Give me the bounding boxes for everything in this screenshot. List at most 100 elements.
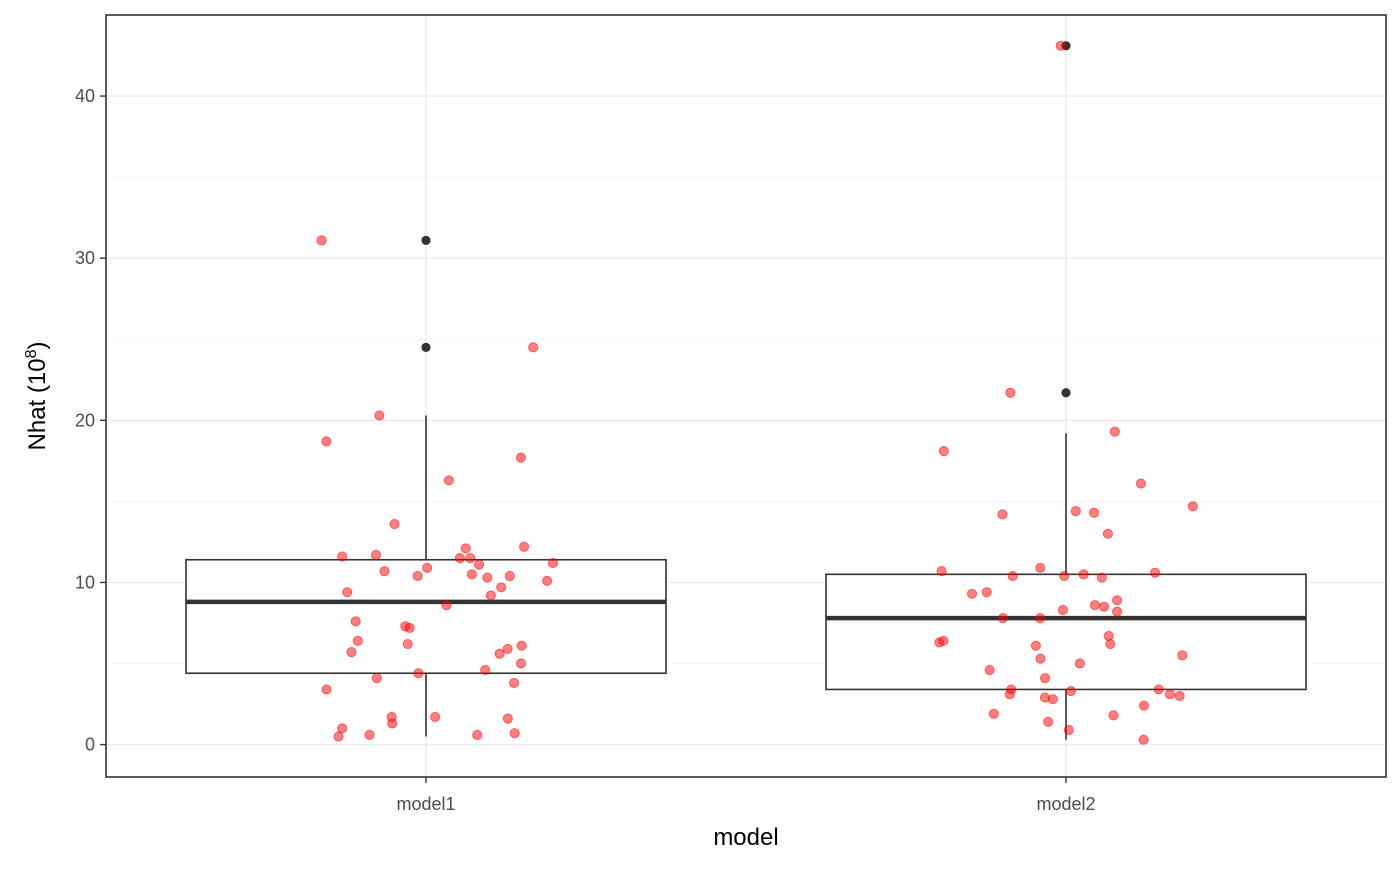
y-tick-label: 40	[75, 86, 95, 106]
data-point	[321, 684, 332, 695]
data-point	[1005, 387, 1016, 398]
data-point	[342, 587, 353, 598]
data-point	[1065, 685, 1077, 697]
data-point	[371, 673, 382, 684]
data-point	[1164, 689, 1176, 700]
data-point	[413, 668, 424, 679]
data-point	[1078, 569, 1089, 580]
data-point	[1174, 690, 1185, 702]
data-point	[1004, 689, 1015, 700]
data-point	[441, 600, 452, 611]
data-point	[1070, 506, 1081, 517]
data-point	[515, 658, 527, 669]
data-point	[1138, 734, 1149, 745]
data-point	[1007, 570, 1018, 582]
data-point	[938, 635, 949, 646]
x-axis-title: model	[713, 824, 778, 851]
data-point	[518, 541, 530, 552]
data-point	[1096, 572, 1107, 583]
data-point	[370, 549, 382, 560]
data-point	[1138, 700, 1150, 711]
box-iqr	[185, 558, 667, 675]
data-point	[938, 446, 949, 457]
data-point	[1057, 604, 1069, 616]
data-point	[346, 647, 357, 658]
y-axis-title-suffix: )	[24, 342, 51, 350]
data-point	[936, 565, 947, 577]
y-axis-title-main: Nhat (10	[24, 358, 51, 450]
data-point	[485, 590, 496, 601]
y-tick-label: 0	[85, 735, 95, 755]
data-point	[379, 565, 390, 577]
data-point	[473, 559, 485, 570]
data-point	[504, 570, 515, 582]
data-point	[321, 436, 332, 447]
box-iqr	[825, 573, 1307, 691]
data-point	[412, 570, 423, 582]
outlier-point	[421, 342, 431, 352]
data-point	[402, 638, 413, 650]
data-point	[482, 572, 493, 583]
data-point	[997, 613, 1009, 624]
data-point	[981, 587, 992, 598]
data-point	[528, 342, 539, 353]
data-point	[1059, 570, 1070, 582]
box-model2	[825, 41, 1307, 740]
data-point	[316, 235, 327, 246]
y-tick-label: 20	[75, 410, 95, 430]
data-point	[997, 509, 1008, 520]
data-point	[502, 643, 513, 655]
data-point	[515, 452, 527, 463]
data-point	[1074, 658, 1085, 669]
x-tick-label: model2	[1036, 794, 1095, 814]
data-point	[1153, 684, 1164, 695]
data-point	[1043, 716, 1054, 727]
data-point	[465, 553, 476, 564]
data-point	[466, 569, 478, 580]
data-point	[1111, 606, 1123, 617]
data-point	[454, 553, 466, 564]
data-point	[1103, 630, 1114, 642]
data-point	[422, 562, 433, 573]
data-point	[1035, 613, 1046, 624]
data-point	[494, 648, 505, 659]
data-point	[547, 557, 559, 569]
panel-border	[105, 14, 1387, 778]
data-point	[508, 677, 520, 689]
data-point	[350, 616, 361, 627]
data-point	[984, 664, 995, 676]
data-point	[333, 731, 344, 742]
data-point	[1135, 478, 1147, 489]
data-point	[966, 588, 978, 599]
data-point	[509, 728, 520, 739]
data-point	[472, 729, 483, 740]
data-point	[1109, 426, 1120, 437]
data-point	[352, 635, 363, 646]
data-point	[541, 575, 553, 586]
data-point	[1099, 601, 1110, 612]
data-point	[1055, 40, 1066, 51]
y-axis-title: Nhat (108)	[23, 342, 51, 451]
data-point	[443, 475, 454, 486]
data-point	[364, 729, 375, 740]
x-tick-label: model1	[396, 794, 455, 814]
y-axis-title-superscript: 8	[23, 349, 40, 358]
data-point	[374, 410, 385, 421]
data-point	[1112, 595, 1123, 606]
outlier-point	[1061, 388, 1071, 398]
data-point	[1030, 640, 1041, 651]
data-point	[387, 718, 398, 729]
box-layer	[185, 41, 1307, 740]
data-point	[496, 582, 507, 593]
data-point	[460, 543, 471, 554]
data-point	[1035, 653, 1046, 664]
data-point	[430, 711, 441, 723]
data-point	[1047, 694, 1058, 705]
data-point	[516, 640, 527, 651]
data-point	[1105, 638, 1116, 650]
data-point	[502, 713, 513, 724]
data-point	[1063, 724, 1074, 736]
data-point	[1088, 507, 1100, 518]
